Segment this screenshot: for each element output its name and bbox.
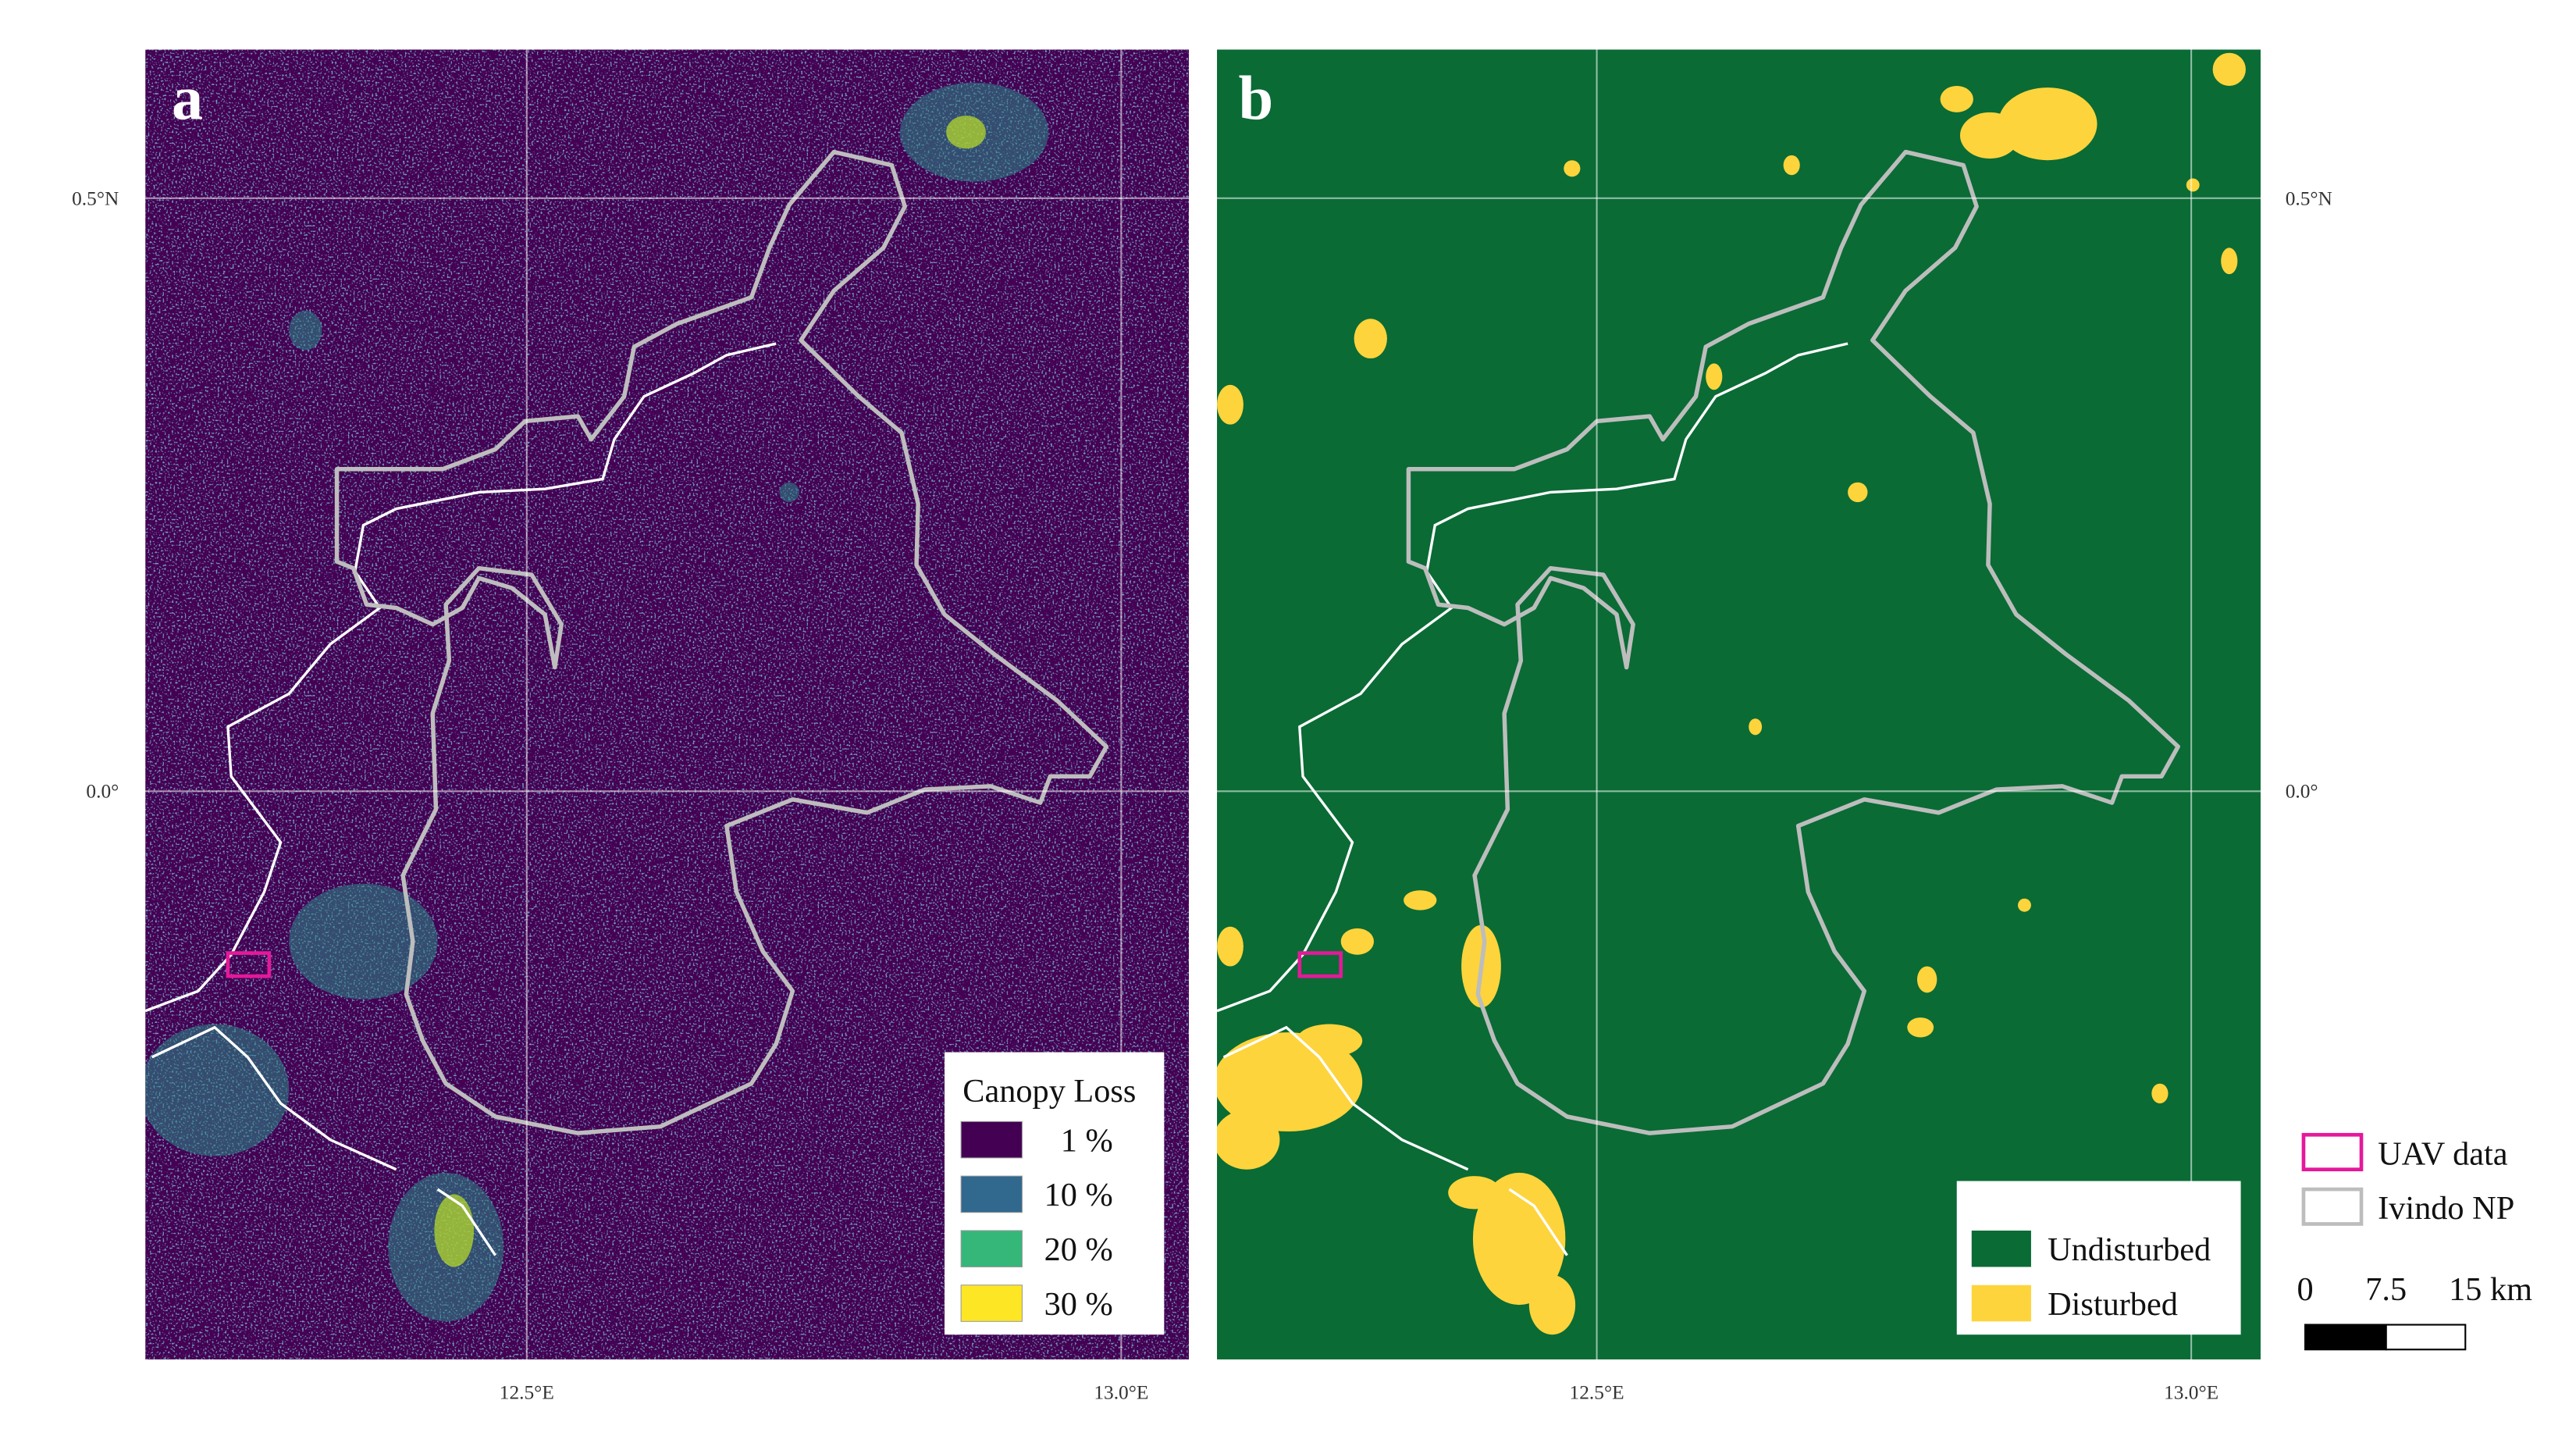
legend-item: 20 %: [1044, 1231, 1113, 1268]
scale-label: 15 km: [2449, 1271, 2532, 1308]
panel-a-map: [145, 49, 1190, 1359]
panel-label: a: [172, 63, 203, 133]
scale-label: 7.5: [2365, 1271, 2407, 1308]
grid-b: [1217, 49, 2261, 1359]
panel-label: b: [1239, 63, 1274, 133]
lat-label: 0.5°N: [72, 187, 119, 209]
legend-item: 1 %: [1061, 1122, 1113, 1159]
panel-b-map: [1217, 49, 2261, 1359]
legend-title: Canopy Loss: [962, 1073, 1136, 1110]
lon-label: 12.5°E: [1570, 1382, 1624, 1404]
legend-outline: UAV data Ivindo NP: [2301, 1132, 2514, 1227]
legend-canopy: Canopy Loss 1 % 10 % 20 % 30 %: [945, 1052, 1165, 1335]
legend-item: Ivindo NP: [2378, 1190, 2514, 1227]
legend-item: Disturbed: [2048, 1286, 2178, 1323]
lon-label: 13.0°E: [1094, 1382, 1148, 1404]
scale-bar: 0 7.5 15 km: [2297, 1271, 2532, 1351]
grid-labels: 0.5°N 0.0° 0.5°N 0.0° 12.5°E 13.0°E 12.5…: [72, 187, 2332, 1403]
legend-item: 30 %: [1044, 1286, 1113, 1323]
lon-label: 13.0°E: [2164, 1382, 2218, 1404]
legend-item: UAV data: [2378, 1135, 2508, 1172]
legend-item: 10 %: [1044, 1177, 1113, 1213]
legend-item: Undisturbed: [2048, 1231, 2211, 1268]
lon-label: 12.5°E: [500, 1382, 554, 1404]
lat-label: 0.0°: [86, 781, 119, 803]
lat-label: 0.0°: [2286, 781, 2318, 803]
lat-label: 0.5°N: [2286, 187, 2332, 209]
scale-label: 0: [2297, 1271, 2313, 1308]
legend-disturbance: Undisturbed Disturbed: [1956, 1181, 2241, 1335]
grid-a: [145, 49, 1190, 1359]
